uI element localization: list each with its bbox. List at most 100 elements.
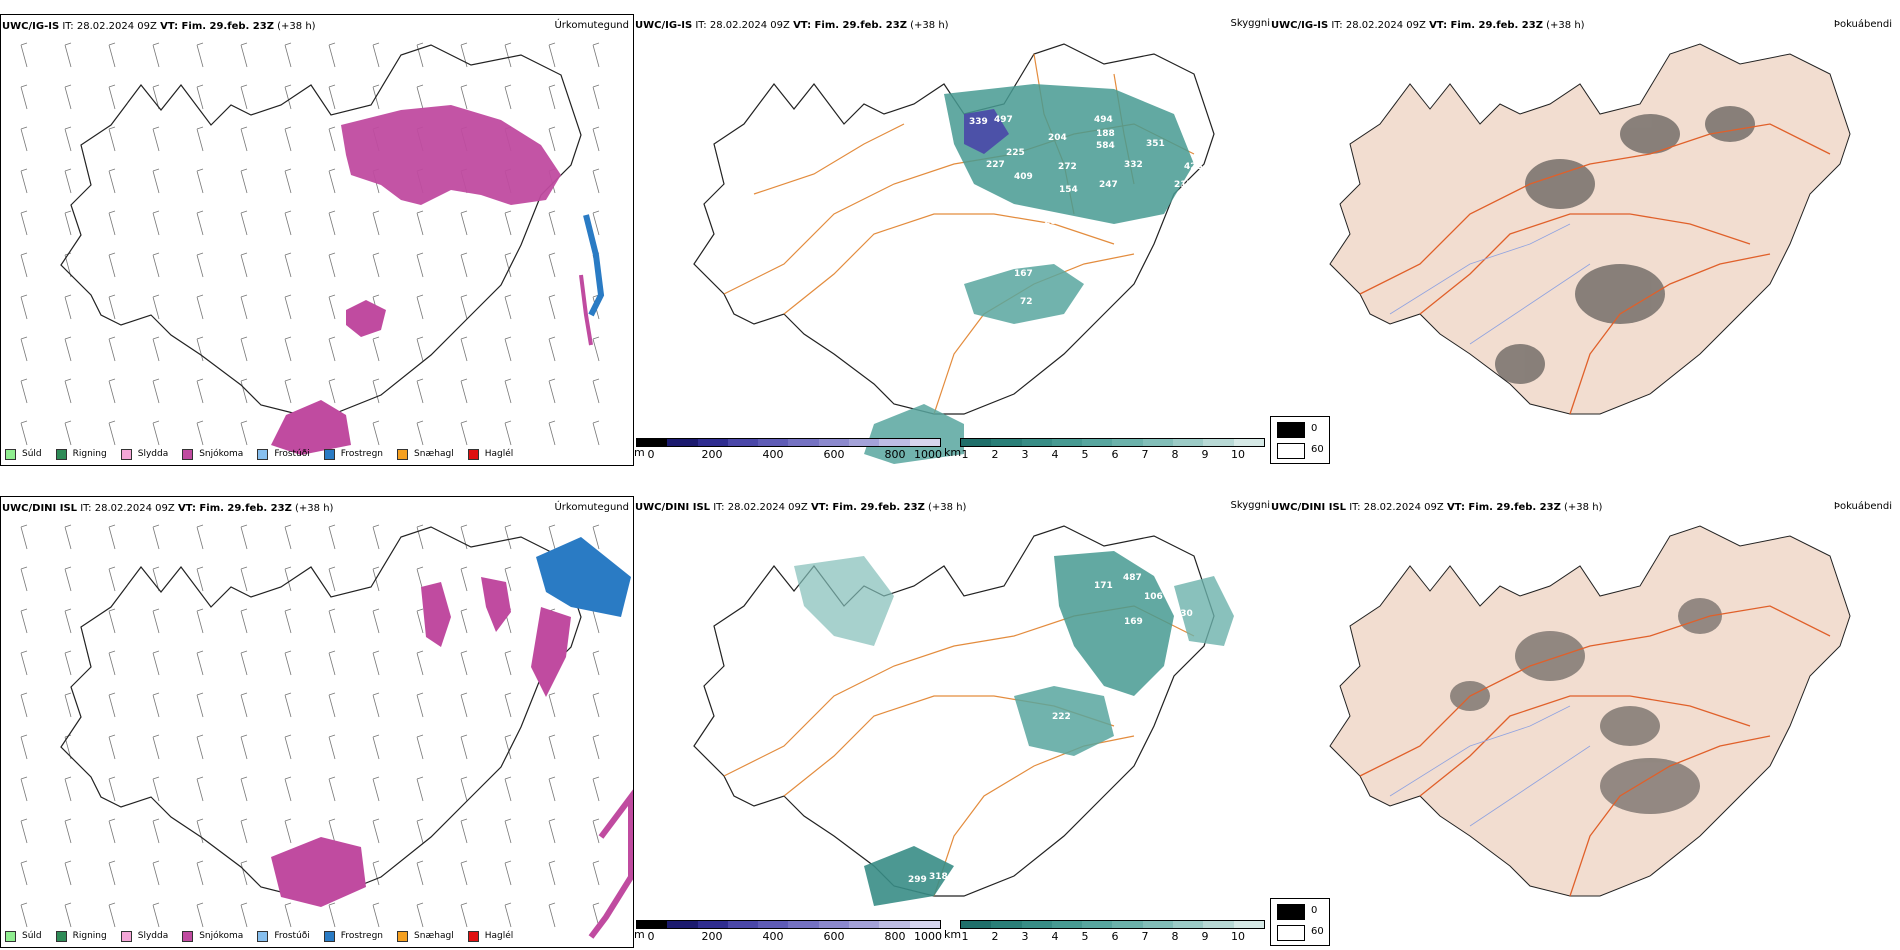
legend-item: Slydda: [120, 930, 168, 942]
visibility-panel-row1: UWC/IG-IS IT: 28.02.2024 09Z VT: Fim. 29…: [634, 14, 1270, 466]
cloudbase-value: 222: [1052, 712, 1071, 722]
colorbar-tick: 200: [701, 930, 723, 943]
wind-barb: [592, 336, 600, 362]
wind-barb: [504, 336, 512, 362]
wind-barb: [328, 378, 336, 404]
wind-barb: [64, 608, 72, 634]
legend-swatch: [1277, 443, 1305, 459]
wind-barb: [108, 168, 116, 194]
wind-barb: [548, 524, 556, 550]
legend-swatch: [55, 448, 67, 460]
wind-barb: [152, 650, 160, 676]
wind-barb: [196, 84, 204, 110]
wind-barb: [196, 608, 204, 634]
fog-indicator-panel-row2: UWC/DINI ISL IT: 28.02.2024 09Z VT: Fim.…: [1270, 496, 1900, 948]
legend-swatch: [5, 930, 16, 942]
panel-type-label: Úrkomutegund: [554, 502, 629, 513]
panel-header: UWC/IG-IS IT: 28.02.2024 09Z VT: Fim. 29…: [1271, 20, 1585, 31]
wind-barb: [416, 378, 424, 404]
wind-barb: [108, 566, 116, 592]
legend-swatch: [257, 930, 269, 942]
wind-barb: [548, 42, 556, 68]
wind-barb: [416, 420, 424, 446]
wind-barb: [64, 860, 72, 886]
wind-barb: [504, 566, 512, 592]
wind-barb: [240, 42, 248, 68]
wind-barb: [240, 776, 248, 802]
legend-swatch: [1277, 925, 1305, 941]
colorbar-tick: 400: [762, 930, 784, 943]
wind-barb: [108, 860, 116, 886]
cloudbase-value: 29: [1169, 659, 1182, 669]
wind-barb: [460, 336, 468, 362]
wind-barb: [592, 126, 600, 152]
colorbar-tick: 9: [1201, 930, 1209, 943]
legend-item: Slydda: [120, 448, 168, 460]
legend-item: Frostregn: [323, 930, 383, 942]
wind-barb: [328, 650, 336, 676]
wind-barb: [240, 902, 248, 928]
panel-header: UWC/IG-IS IT: 28.02.2024 09Z VT: Fim. 29…: [2, 21, 316, 32]
colorbar-tick: 1000: [914, 930, 942, 943]
wind-barb: [240, 818, 248, 844]
wind-barb: [592, 210, 600, 236]
wind-barb: [328, 776, 336, 802]
wind-barb: [372, 692, 380, 718]
cloudbase-value: 409: [1014, 172, 1033, 182]
wind-barb: [416, 692, 424, 718]
wind-barb: [196, 650, 204, 676]
wind-barb: [372, 566, 380, 592]
wind-barb: [284, 524, 292, 550]
colorbar-tick: 3: [1021, 930, 1029, 943]
cloudbase-value: 332: [1124, 160, 1143, 170]
wind-barb: [196, 336, 204, 362]
legend-swatch: [55, 930, 67, 942]
wind-barb: [20, 336, 28, 362]
cloudbase-value: 69: [924, 385, 937, 395]
wind-barb: [108, 524, 116, 550]
wind-barb: [328, 902, 336, 928]
wind-barb: [196, 902, 204, 928]
legend-item: Snæhagl: [397, 448, 454, 460]
legend-item: Haglél: [467, 448, 513, 460]
wind-barb: [328, 210, 336, 236]
colorbar-tick: 0: [647, 930, 655, 943]
wind-barb: [416, 776, 424, 802]
wind-barb: [64, 692, 72, 718]
colorbar-tick: 1000: [914, 448, 942, 461]
wind-barb: [64, 294, 72, 320]
wind-barb: [64, 126, 72, 152]
colorbar-tick: 6: [1111, 448, 1119, 461]
wind-barb: [284, 378, 292, 404]
cloudbase-value: 11: [959, 237, 972, 247]
cloudbase-value: 330: [1174, 609, 1193, 619]
colorbar-tick: 600: [823, 448, 845, 461]
precip-type-panel-row1: UWC/IG-IS IT: 28.02.2024 09Z VT: Fim. 29…: [0, 14, 634, 466]
wind-barb: [548, 734, 556, 760]
fog-map: [1329, 525, 1851, 897]
wind-barb: [548, 776, 556, 802]
wind-barb: [64, 566, 72, 592]
wind-barb: [284, 566, 292, 592]
wind-barb: [548, 210, 556, 236]
cloudbase-value: 106: [1144, 592, 1163, 602]
wind-barb: [328, 692, 336, 718]
colorbar-tick: 6: [1111, 930, 1119, 943]
wind-barb: [108, 336, 116, 362]
wind-barb: [108, 210, 116, 236]
visibility-unit: km: [944, 928, 962, 941]
wind-barb: [372, 378, 380, 404]
wind-barb: [152, 420, 160, 446]
wind-barb: [504, 734, 512, 760]
wind-barb: [460, 378, 468, 404]
wind-barb: [460, 902, 468, 928]
wind-barb: [592, 818, 600, 844]
legend-swatch: [467, 930, 479, 942]
cloudbase-value: 76: [1054, 647, 1067, 657]
colorbar-tick: 600: [823, 930, 845, 943]
wind-barb: [20, 776, 28, 802]
wind-barb: [284, 734, 292, 760]
wind-barb: [240, 210, 248, 236]
visibility-map: 487 171 106 330 169 76 28 29 222 127 250…: [693, 525, 1234, 906]
wind-barb: [416, 734, 424, 760]
